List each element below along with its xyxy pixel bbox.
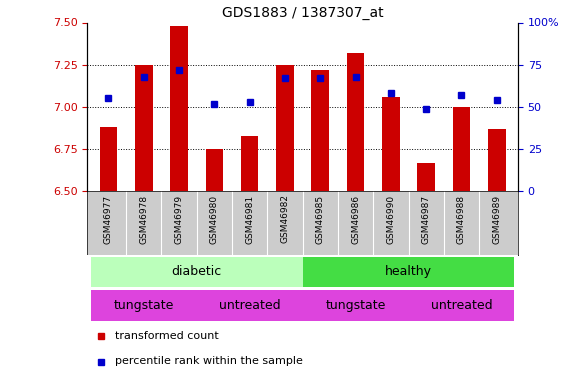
Text: GSM46986: GSM46986 (351, 194, 360, 244)
Bar (276, 64, 294, 191)
Bar (311, 70, 329, 191)
Text: GSM46982: GSM46982 (280, 194, 289, 243)
Text: GSM46985: GSM46985 (316, 194, 325, 244)
Text: tungstate: tungstate (325, 299, 386, 312)
Text: GSM46981: GSM46981 (245, 194, 254, 244)
Bar (488, 129, 506, 191)
Text: GSM46980: GSM46980 (210, 194, 219, 244)
Text: tungstate: tungstate (114, 299, 174, 312)
Bar (91, 257, 303, 287)
Text: GSM46977: GSM46977 (104, 194, 113, 244)
Bar (417, 163, 435, 191)
Text: untreated: untreated (431, 299, 492, 312)
Text: GSM46989: GSM46989 (492, 194, 501, 244)
Bar (135, 64, 153, 191)
Bar (303, 257, 515, 287)
Text: percentile rank within the sample: percentile rank within the sample (115, 357, 303, 366)
Bar (170, 26, 188, 191)
Text: diabetic: diabetic (172, 266, 222, 278)
Bar (382, 97, 400, 191)
Text: untreated: untreated (219, 299, 280, 312)
Text: GSM46987: GSM46987 (422, 194, 431, 244)
Bar (100, 127, 117, 191)
Bar (91, 291, 196, 321)
Title: GDS1883 / 1387307_at: GDS1883 / 1387307_at (222, 6, 383, 20)
Bar (303, 291, 409, 321)
Bar (205, 149, 223, 191)
Text: transformed count: transformed count (115, 331, 219, 341)
Bar (196, 291, 303, 321)
Text: GSM46988: GSM46988 (457, 194, 466, 244)
Bar (453, 107, 470, 191)
Text: GSM46979: GSM46979 (175, 194, 184, 244)
Text: GSM46978: GSM46978 (139, 194, 148, 244)
Bar (409, 291, 515, 321)
Bar (241, 136, 258, 191)
Text: healthy: healthy (385, 266, 432, 278)
Bar (347, 53, 364, 191)
Text: GSM46990: GSM46990 (386, 194, 395, 244)
